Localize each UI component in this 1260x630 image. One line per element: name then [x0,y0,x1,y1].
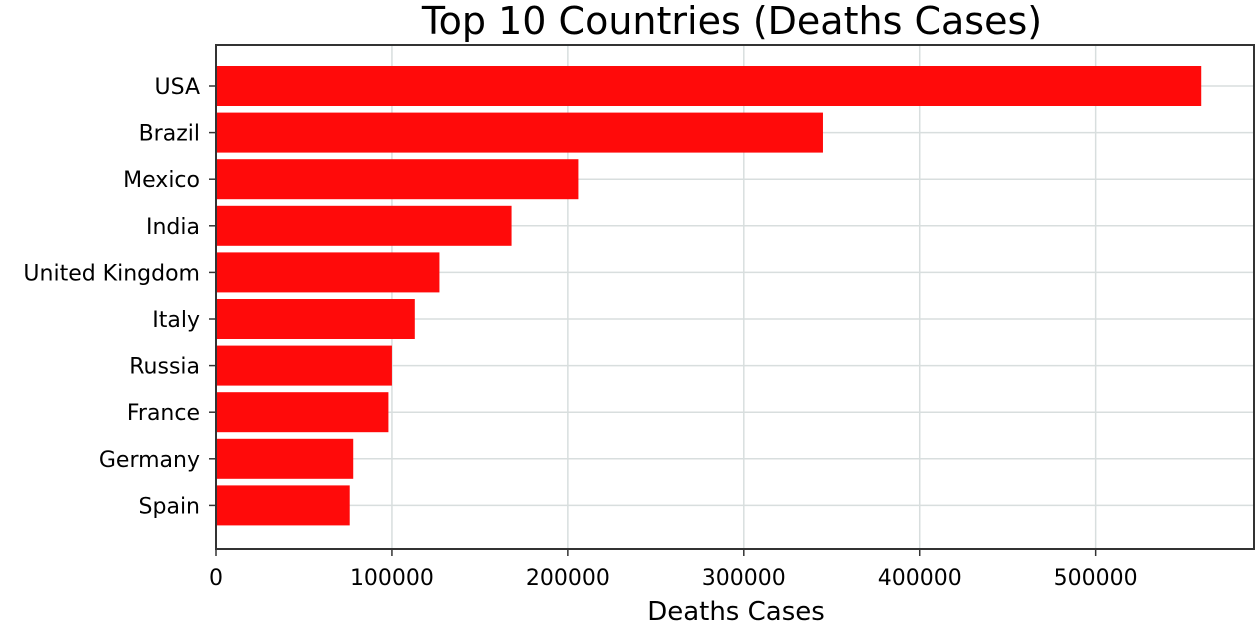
x-axis-ticks: 0 100000 200000 300000 400000 500000 [209,549,1138,591]
bar-italy [216,299,415,339]
bar-russia [216,345,392,386]
y-axis-labels: USA Brazil Mexico India United Kingdom Italy R… [23,75,216,519]
y-tick-label: United Kingdom [23,261,200,286]
y-tick-label: Brazil [139,122,200,147]
bar-united-kingdom [216,252,440,293]
y-tick-label: Mexico [123,168,200,193]
bar-usa [216,66,1202,106]
x-tick-label: 200000 [526,566,610,591]
bar-spain [216,485,350,526]
bar-germany [216,438,354,479]
x-axis-title: Deaths Cases [647,597,825,627]
y-tick-label: Germany [99,448,200,473]
x-tick-label: 100000 [350,566,434,591]
bars [216,66,1202,526]
bar-india [216,205,512,246]
bar-france [216,392,389,433]
y-tick-label: Spain [139,494,200,519]
x-tick-label: 500000 [1054,566,1138,591]
y-tick-label: USA [154,75,200,100]
bar-mexico [216,159,579,200]
x-tick-label: 0 [209,566,223,591]
y-tick-label: Russia [129,355,200,380]
x-tick-label: 400000 [878,566,962,591]
plot-frame [215,44,1255,550]
bar-brazil [216,112,823,153]
y-tick-label: France [127,401,200,426]
chart-title: Top 10 Countries (Deaths Cases) [421,0,1042,43]
y-tick-label: Italy [152,308,200,333]
x-tick-label: 300000 [702,566,786,591]
y-tick-label: India [146,215,200,240]
